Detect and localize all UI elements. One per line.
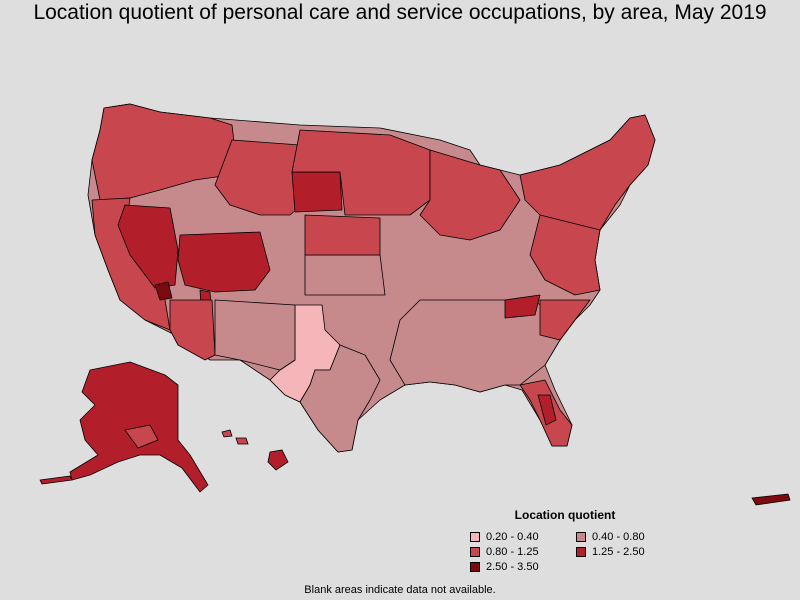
legend-swatch-1 xyxy=(576,532,586,542)
hawaii-region-3[interactable] xyxy=(267,449,289,471)
new-mexico-region[interactable] xyxy=(214,299,296,371)
florida-gulf-region[interactable] xyxy=(537,394,557,426)
legend-swatch-4 xyxy=(470,562,480,572)
appalachia-region[interactable] xyxy=(504,294,541,319)
legend-label-1: 0.40 - 0.80 xyxy=(592,531,645,543)
hawaii-region-2[interactable] xyxy=(235,437,249,445)
legend-swatch-3 xyxy=(576,547,586,557)
legend-item-3: 1.25 - 2.50 xyxy=(576,545,676,559)
legend-item-0: 0.20 - 0.40 xyxy=(470,530,570,544)
nebraska-region[interactable] xyxy=(304,214,381,256)
puerto-rico-region[interactable] xyxy=(751,493,791,506)
kansas-region[interactable] xyxy=(304,254,386,296)
legend-label-2: 0.80 - 1.25 xyxy=(486,546,539,558)
legend-label-4: 2.50 - 3.50 xyxy=(486,561,539,573)
legend-title: Location quotient xyxy=(514,508,616,522)
legend-label-0: 0.20 - 0.40 xyxy=(486,531,539,543)
pacific-northwest-region[interactable] xyxy=(91,103,236,201)
legend-swatch-0 xyxy=(470,532,480,542)
hawaii-region-1[interactable] xyxy=(221,429,233,438)
legend-label-3: 1.25 - 2.50 xyxy=(592,546,645,558)
legend-item-4: 2.50 - 3.50 xyxy=(470,560,570,574)
carolinas-region[interactable] xyxy=(539,299,591,341)
legend-item-2: 0.80 - 1.25 xyxy=(470,545,570,559)
dakotas-region[interactable] xyxy=(291,171,343,213)
arizona-region[interactable] xyxy=(169,299,216,361)
legend-grid: 0.20 - 0.40 0.40 - 0.80 0.80 - 1.25 1.25… xyxy=(470,530,690,574)
mid-atlantic-region[interactable] xyxy=(529,214,601,296)
utah-colorado-region[interactable] xyxy=(177,231,271,293)
aleutian-islands[interactable] xyxy=(39,475,73,485)
great-lakes-region[interactable] xyxy=(419,149,521,241)
las-vegas-region[interactable] xyxy=(154,281,173,301)
legend-swatch-2 xyxy=(470,547,480,557)
map-legend: Location quotient 0.20 - 0.40 0.40 - 0.8… xyxy=(470,508,690,574)
map-title: Location quotient of personal care and s… xyxy=(33,1,767,24)
upper-midwest-region[interactable] xyxy=(291,129,431,216)
legend-item-1: 0.40 - 0.80 xyxy=(576,530,676,544)
alaska-central-region[interactable] xyxy=(124,424,159,449)
northeast-region[interactable] xyxy=(519,114,656,231)
footnote: Blank areas indicate data not available. xyxy=(304,584,496,596)
texas-region[interactable] xyxy=(299,344,381,453)
